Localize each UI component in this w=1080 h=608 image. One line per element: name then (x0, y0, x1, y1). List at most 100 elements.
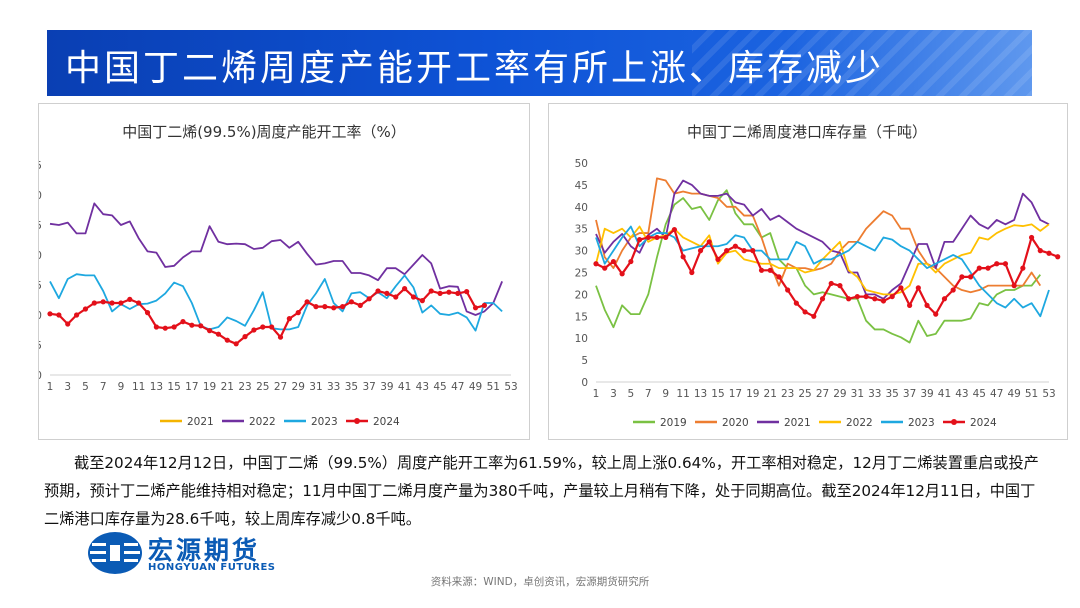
x-tick-label: 25 (798, 388, 811, 400)
data-point-2024 (959, 274, 965, 280)
data-point-2024 (898, 285, 904, 291)
y-tick-label: 70 (39, 250, 42, 262)
x-tick-label: 11 (676, 388, 689, 400)
y-tick-label: 35 (575, 224, 588, 236)
operating-rate-chart: 中国丁二烯(99.5%)周度产能开工率（%）505560657075808513… (39, 123, 518, 428)
data-point-2024 (636, 237, 643, 243)
y-tick-label: 40 (575, 202, 588, 214)
series-line-2023 (595, 225, 1050, 318)
data-point-2024 (706, 239, 712, 245)
data-point-2024 (251, 327, 257, 333)
x-tick-label: 49 (469, 381, 482, 393)
x-tick-label: 35 (886, 388, 899, 400)
data-point-2024 (189, 322, 195, 328)
data-point-2024 (1046, 250, 1052, 256)
data-point-2024 (976, 265, 982, 271)
x-tick-label: 7 (100, 381, 107, 393)
data-point-2024 (933, 311, 939, 317)
data-point-2024 (828, 280, 834, 287)
x-tick-label: 43 (416, 381, 429, 393)
x-tick-label: 11 (132, 381, 145, 393)
data-point-2024 (697, 248, 704, 254)
data-point-2024 (136, 300, 142, 306)
x-tick-label: 21 (764, 388, 777, 400)
data-point-2024 (322, 304, 328, 310)
data-point-2024 (610, 258, 617, 265)
x-tick-label: 23 (781, 388, 794, 400)
x-tick-label: 45 (973, 388, 986, 400)
data-point-2024 (446, 289, 452, 295)
legend-label-2020: 2020 (722, 417, 749, 429)
data-point-2024 (593, 261, 599, 267)
data-point-2024 (295, 310, 301, 316)
data-point-2024 (82, 306, 89, 312)
logo-emblem-icon (88, 532, 142, 574)
data-point-2024 (1002, 261, 1009, 267)
data-point-2024 (889, 293, 895, 300)
page-title: 中国丁二烯周度产能开工率有所上涨、库存减少 (65, 48, 885, 89)
data-point-2024 (689, 269, 695, 276)
x-tick-label: 51 (487, 381, 500, 393)
data-point-2024 (837, 283, 843, 289)
y-tick-label: 10 (575, 333, 588, 345)
title-banner: 中国丁二烯周度产能开工率有所上涨、库存减少 (47, 30, 1032, 96)
data-point-2024 (846, 296, 852, 302)
data-point-2024 (793, 300, 799, 306)
data-point-2024 (277, 334, 284, 340)
x-tick-label: 25 (256, 381, 269, 393)
data-point-2024 (880, 298, 887, 304)
data-point-2024 (73, 312, 80, 318)
summary-paragraph: 截至2024年12月12日，中国丁二烯（99.5%）周度产能开工率为61.59%… (44, 454, 1039, 528)
series-line-2021 (595, 179, 1050, 300)
data-point-2024 (741, 248, 747, 254)
x-tick-label: 1 (47, 381, 54, 393)
data-point-2024 (1020, 265, 1026, 271)
legend-label-2019: 2019 (660, 417, 687, 429)
data-point-2024 (994, 261, 1000, 267)
data-point-2024 (985, 265, 991, 271)
x-tick-label: 13 (150, 381, 163, 393)
data-point-2024 (100, 299, 106, 305)
data-point-2024 (785, 287, 791, 293)
y-tick-label: 25 (575, 268, 588, 280)
data-point-2024 (732, 243, 738, 249)
data-point-2024 (419, 298, 425, 304)
y-tick-label: 5 (581, 355, 588, 367)
x-tick-label: 49 (1007, 388, 1020, 400)
data-point-2024 (819, 296, 826, 302)
data-point-2024 (428, 288, 434, 294)
legend-label-2023: 2023 (908, 417, 935, 429)
data-point-2024 (47, 311, 53, 317)
y-tick-label: 55 (39, 340, 42, 352)
x-tick-label: 29 (292, 381, 305, 393)
x-tick-label: 47 (990, 388, 1003, 400)
data-point-2024 (127, 296, 133, 302)
x-tick-label: 17 (185, 381, 198, 393)
data-point-2024 (863, 293, 869, 300)
data-point-2024 (654, 234, 660, 241)
x-tick-label: 31 (851, 388, 864, 400)
x-tick-label: 39 (380, 381, 393, 393)
x-tick-label: 37 (362, 381, 375, 393)
x-tick-label: 29 (833, 388, 846, 400)
data-point-2024 (348, 299, 355, 305)
x-tick-label: 35 (345, 381, 358, 393)
legend-label-2021: 2021 (187, 416, 214, 428)
x-tick-label: 9 (118, 381, 125, 393)
series-line-2024 (49, 287, 485, 345)
y-tick-label: 0 (581, 377, 588, 389)
x-tick-label: 41 (398, 381, 411, 393)
data-point-2024 (680, 254, 686, 260)
x-tick-label: 41 (938, 388, 951, 400)
data-point-2024 (645, 234, 651, 241)
data-point-2024 (393, 294, 399, 300)
x-tick-label: 33 (327, 381, 340, 393)
data-point-2024 (109, 300, 115, 306)
data-point-2024 (198, 323, 204, 329)
data-point-2024 (215, 331, 222, 337)
data-point-2024 (663, 234, 669, 241)
x-tick-label: 27 (274, 381, 287, 393)
x-tick-label: 43 (955, 388, 968, 400)
data-point-2024 (162, 325, 168, 331)
data-point-2024 (628, 258, 634, 265)
